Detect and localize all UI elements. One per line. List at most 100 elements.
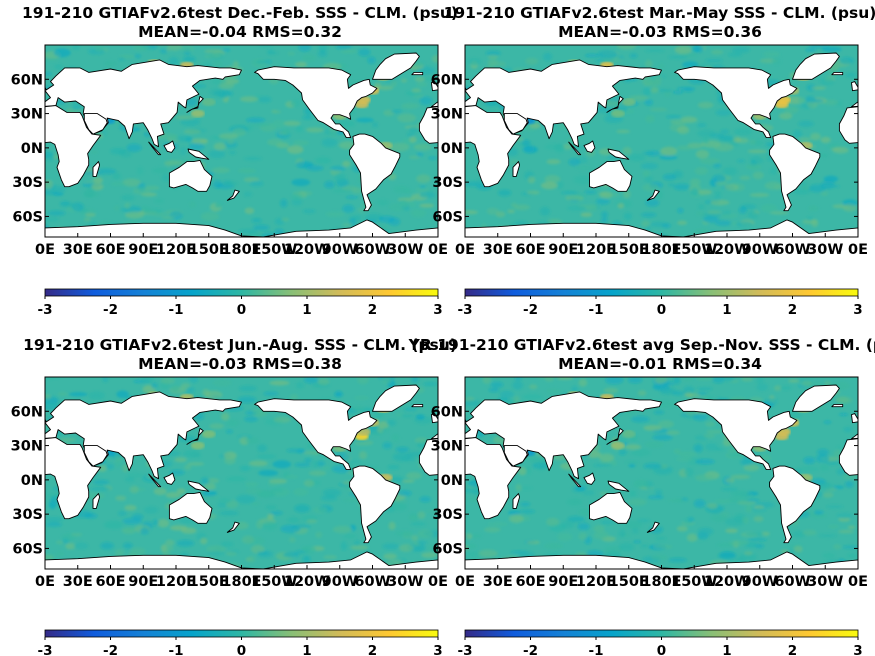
colorbar-tick-label: -1 [589,302,604,318]
x-tick-label: 180E [221,574,261,590]
sss-anomaly-field [45,45,438,237]
panel-stats: MEAN=-0.03 RMS=0.38 [138,355,342,373]
x-tick-label: 0E [848,574,868,590]
colorbar-tick-label: 0 [237,643,246,656]
y-tick-label: 30N [11,107,43,123]
y-tick-label: 0N [441,141,463,157]
panel-stats: MEAN=-0.03 RMS=0.36 [558,23,762,41]
land-sumatra [148,141,162,156]
x-tick-label: 0E [848,242,868,258]
y-tick-label: 60N [431,72,463,88]
land-antarctica [45,551,438,569]
land-newguinea [187,480,210,492]
sss-anomaly-field [465,45,858,237]
x-tick-label: 120E [576,242,616,258]
colorbar-tick-label: -1 [589,643,604,656]
x-tick-label: 30W [807,574,843,590]
land-madagascar [512,493,521,509]
x-tick-label: 150W [671,242,717,258]
colorbar: -3 -2 -1 0 1 2 3 [38,288,443,318]
land-newguinea [607,148,630,160]
land-madagascar [92,161,101,177]
land-namerica [674,398,798,471]
x-tick-label: 0E [455,574,475,590]
colorbar-gradient [464,629,859,638]
x-tick-label: 180E [221,242,261,258]
land-uk-wrap [430,81,438,92]
colorbar-tick-label: 1 [302,643,311,656]
land-eurasia-wrap [430,422,438,440]
land-antarctica [45,219,438,237]
x-tick-label: 150W [251,242,297,258]
y-tick-label: 0N [21,141,43,157]
land-africa [465,437,522,520]
x-tick-label: 120W [704,574,750,590]
panel-title: 191-210 GTIAFv2.6test Jun.-Aug. SSS - CL… [23,336,457,354]
land-australia [168,491,213,524]
land-masses [465,384,858,569]
colorbar-tick-label: 0 [657,643,666,656]
land-africa-wrap [838,106,858,144]
x-tick-label: 120E [156,574,196,590]
land-madagascar [92,493,101,509]
land-sumatra [568,141,582,156]
y-tick-label: 30S [12,507,43,523]
x-tick-label: 60E [95,242,125,258]
colorbar-tick-label: -1 [169,643,184,656]
x-tick-label: 120W [284,242,330,258]
land-samerica [769,133,821,212]
y-tick-label: 60S [12,541,43,557]
colorbar-tick-label: -3 [38,643,53,656]
colorbar-tick-label: 3 [853,643,862,656]
colorbar-tick-label: -2 [103,302,118,318]
x-tick-label: 30W [387,242,423,258]
land-japan [606,95,624,113]
x-tick-label: 60W [354,242,390,258]
x-tick-label: 0E [428,242,448,258]
colorbar-tick-label: -3 [458,302,473,318]
land-eurasia-wrap [851,90,858,108]
colorbar-tick-label: 1 [722,643,731,656]
colorbar-tick-label: 0 [237,302,246,318]
x-tick-label: 90W [742,574,778,590]
land-japan [186,427,204,445]
land-newguinea [607,480,630,492]
y-tick-label: 30S [432,175,463,191]
x-tick-label: 90W [742,242,778,258]
land-newguinea [187,148,210,160]
y-tick-label: 30N [431,107,463,123]
land-antarctica [465,551,858,569]
land-arabia_fill [503,113,528,135]
y-tick-label: 60S [432,209,463,225]
land-arabia_fill [503,445,528,467]
land-samerica [349,133,401,212]
y-tick-label: 60N [11,72,43,88]
land-borneo [163,472,176,485]
land-africa [45,105,102,188]
colorbar-gradient [44,629,439,638]
sss-anomaly-field [45,377,438,569]
x-tick-label: 30W [387,574,423,590]
land-nz [646,521,660,533]
y-tick-label: 0N [441,473,463,489]
land-greenland [792,52,840,80]
land-iceland-wrap [411,403,424,408]
land-australia [168,159,213,192]
colorbar-tick-label: 0 [657,302,666,318]
land-samerica [769,465,821,544]
land-sumatra [568,473,582,488]
colorbar-gradient [44,288,439,297]
x-tick-label: 150W [251,574,297,590]
panel-title: YR 191-210 GTIAFv2.6test avg Sep.-Nov. S… [408,336,875,354]
map-panel-1: 191-210 GTIAFv2.6test Dec.-Feb. SSS - CL… [11,4,458,318]
x-tick-label: 150E [609,574,649,590]
y-tick-label: 30S [12,175,43,191]
x-tick-label: 0E [35,242,55,258]
x-tick-label: 60E [515,574,545,590]
sss-anomaly-field [465,377,858,569]
colorbar-tick-label: -2 [103,643,118,656]
x-tick-label: 0E [35,574,55,590]
x-tick-label: 90W [322,574,358,590]
land-madagascar [512,161,521,177]
land-japan [606,427,624,445]
